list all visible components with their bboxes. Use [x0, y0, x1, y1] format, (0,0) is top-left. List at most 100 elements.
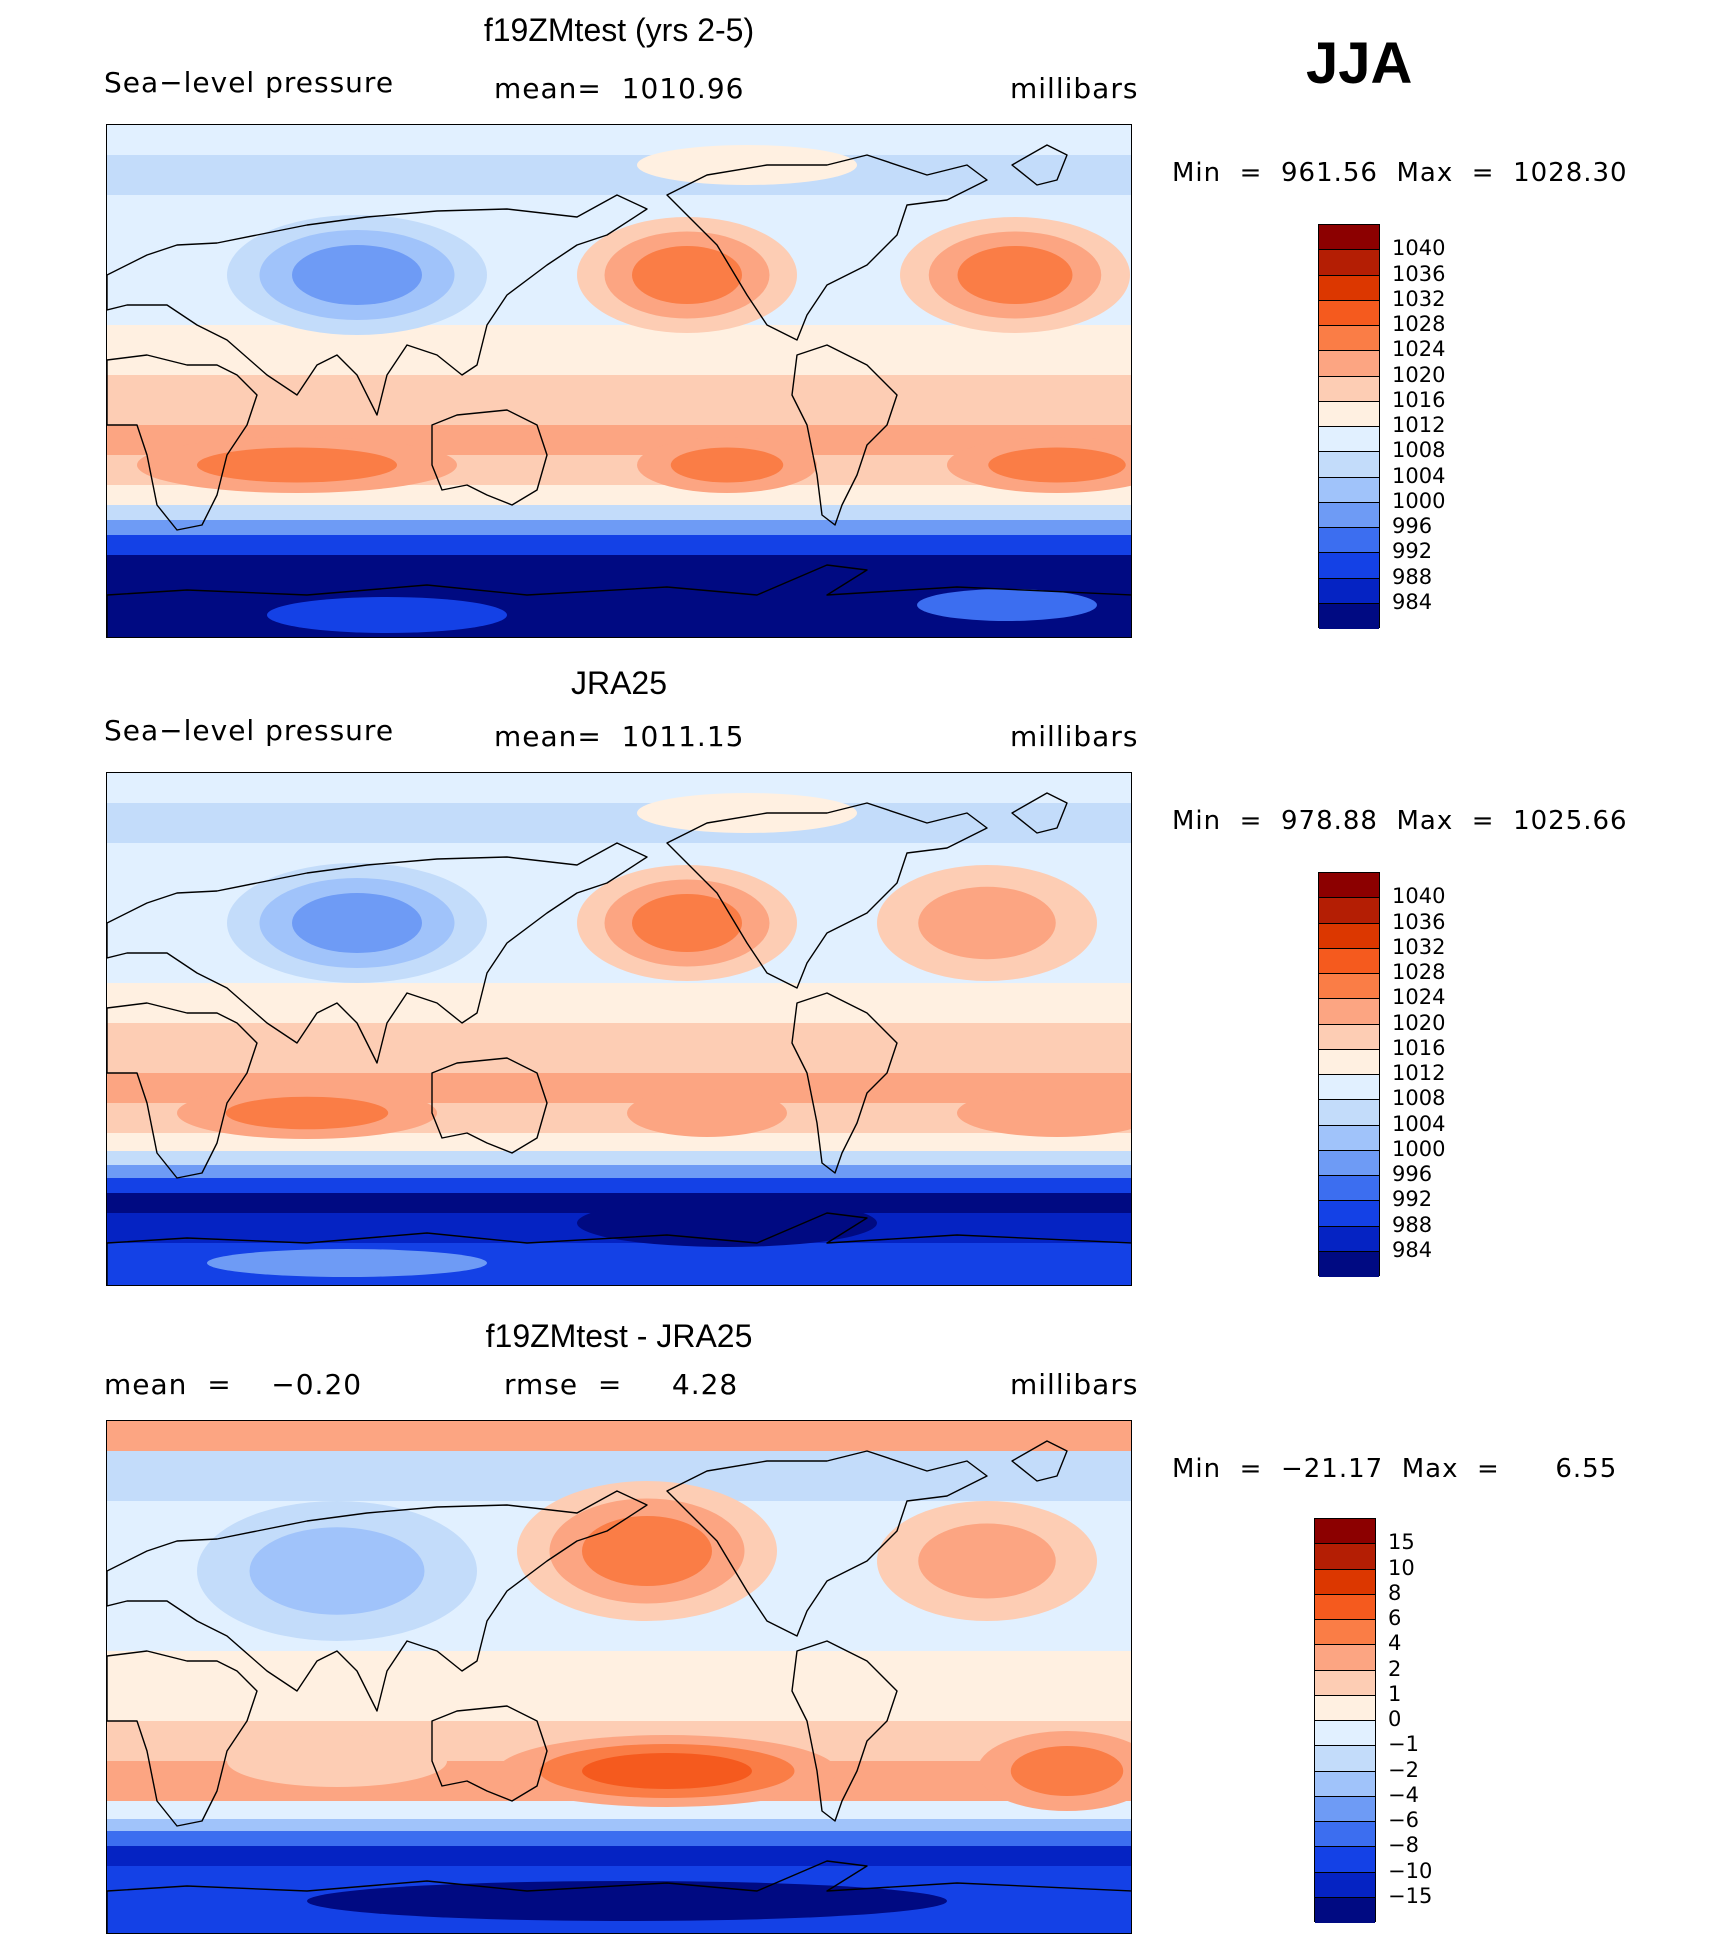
colorbar-diff-swatch: [1315, 1897, 1375, 1923]
slp-centre: [292, 893, 422, 953]
colorbar-diff-tick-label: −1: [1388, 1732, 1419, 1757]
slp-band: [107, 1151, 1131, 1165]
colorbar-diff-tick-label: 10: [1388, 1555, 1415, 1580]
colorbar-model-tick-label: 1004: [1392, 463, 1446, 488]
slp-centre: [632, 246, 742, 304]
colorbar-diff-swatch: [1315, 1771, 1375, 1797]
colorbar-model-tick-label: 1040: [1392, 236, 1446, 261]
colorbar-model-swatch: [1319, 250, 1379, 276]
coastline: [107, 842, 648, 1064]
coastline: [1011, 144, 1068, 186]
slp-band: [107, 505, 1131, 520]
colorbar-model-swatch: [1319, 502, 1379, 528]
colorbar-obs-tick-label: 988: [1392, 1212, 1433, 1237]
slp-band: [107, 520, 1131, 535]
minmax-diff: Min = −21.17 Max = 6.55: [1172, 1454, 1618, 1484]
colorbar-model-tick-label: 1008: [1392, 438, 1446, 463]
diff-band: [107, 1819, 1131, 1831]
colorbar-diff-tick-label: 2: [1388, 1656, 1402, 1681]
colorbar-model-tick-label: 1000: [1392, 488, 1446, 513]
colorbar-model: 1040 1036 1032 1028 1024 1020 1016 1012 1008 1004…: [1318, 224, 1458, 632]
colorbar-model-swatch: [1319, 553, 1379, 579]
colorbar-diff-tick-label: −15: [1388, 1883, 1433, 1908]
colorbar-model-swatch: [1319, 300, 1379, 326]
colorbar-model-tick-label: 1024: [1392, 337, 1446, 362]
diff-centre: [307, 1881, 947, 1921]
diff-band: [107, 1846, 1131, 1866]
diff-centre: [582, 1516, 712, 1586]
colorbar-obs-swatch: [1319, 1251, 1379, 1277]
slp-centre: [225, 1096, 389, 1130]
colorbar-model-bar: [1318, 224, 1380, 629]
coastline: [107, 1212, 1131, 1285]
colorbar-diff-tick-label: 8: [1388, 1580, 1402, 1605]
colorbar-obs-swatch: [1319, 1150, 1379, 1176]
slp-centre: [197, 447, 397, 483]
colorbar-obs-swatch: [1319, 1226, 1379, 1252]
colorbar-diff-tick-label: 0: [1388, 1707, 1402, 1731]
coastline: [107, 1002, 258, 1179]
colorbar-model-swatch: [1319, 225, 1379, 251]
coastline: [791, 992, 898, 1174]
colorbar-model-tick-label: 996: [1392, 514, 1433, 538]
panel-center-label-obs: mean= 1011.15: [494, 720, 745, 753]
panel-left-label-obs: Sea−level pressure: [104, 714, 395, 747]
colorbar-obs-tick-label: 1012: [1392, 1061, 1446, 1085]
colorbar-obs-swatch: [1319, 1100, 1379, 1126]
slp-centre: [637, 793, 857, 833]
colorbar-model-swatch: [1319, 603, 1379, 629]
minmax-model: Min = 961.56 Max = 1028.30: [1172, 158, 1628, 188]
colorbar-model-tick-label: 1012: [1392, 413, 1446, 437]
coastline: [666, 154, 988, 341]
slp-band: [107, 1023, 1131, 1073]
colorbar-model-swatch: [1319, 477, 1379, 503]
coastline: [431, 1057, 548, 1154]
colorbar-obs-swatch: [1319, 898, 1379, 924]
coastline: [666, 802, 988, 989]
colorbar-obs-tick-label: 1024: [1392, 985, 1446, 1010]
colorbar-diff: 15 10 8 6 4 2 1 0 −1 −2 −4 −6 −8 −10 −15: [1314, 1518, 1454, 1926]
colorbar-diff-swatch: [1315, 1746, 1375, 1772]
colorbar-obs-swatch: [1319, 1075, 1379, 1101]
colorbar-diff-swatch: [1315, 1519, 1375, 1545]
slp-band: [107, 983, 1131, 1023]
slp-band: [107, 1178, 1131, 1193]
colorbar-model-tick-label: 1032: [1392, 286, 1446, 311]
colorbar-obs-tick-label: 1008: [1392, 1086, 1446, 1111]
slp-centre: [292, 245, 422, 305]
colorbar-diff-swatch: [1315, 1670, 1375, 1696]
slp-centre: [267, 597, 507, 633]
colorbar-diff-swatch: [1315, 1645, 1375, 1671]
slp-band: [107, 803, 1131, 843]
season-label: JJA: [1306, 31, 1413, 96]
colorbar-diff-tick-label: 6: [1388, 1606, 1402, 1630]
colorbar-diff-swatch: [1315, 1872, 1375, 1898]
slp-band: [107, 125, 1131, 155]
colorbar-obs-bar: [1318, 872, 1380, 1277]
colorbar-model-swatch: [1319, 275, 1379, 301]
colorbar-obs-tick-label: 1032: [1392, 934, 1446, 959]
slp-centre: [957, 246, 1073, 304]
diff-centre: [227, 1735, 447, 1787]
colorbar-model-swatch: [1319, 401, 1379, 427]
colorbar-obs-swatch: [1319, 1049, 1379, 1075]
minmax-obs: Min = 978.88 Max = 1025.66: [1172, 806, 1628, 836]
colorbar-diff-bar: [1314, 1518, 1376, 1923]
map-diff: [106, 1420, 1132, 1934]
colorbar-obs-tick-label: 1028: [1392, 960, 1446, 984]
coastline: [431, 409, 548, 506]
coastline: [1011, 792, 1068, 834]
colorbar-obs-tick-label: 1040: [1392, 884, 1446, 909]
coastline: [1011, 1440, 1068, 1482]
panel-units-label-diff: millibars: [1010, 1368, 1139, 1401]
colorbar-obs-tick-label: 1000: [1392, 1136, 1446, 1161]
slp-band: [107, 375, 1131, 425]
slp-band: [107, 1165, 1131, 1178]
slp-band: [107, 1133, 1131, 1151]
slp-band: [107, 535, 1131, 555]
colorbar-model-tick-label: 1016: [1392, 387, 1446, 412]
colorbar-obs-tick-label: 996: [1392, 1162, 1433, 1186]
slp-band: [107, 1193, 1131, 1213]
colorbar-obs-swatch: [1319, 948, 1379, 974]
colorbar-model-tick-label: 984: [1392, 589, 1433, 614]
